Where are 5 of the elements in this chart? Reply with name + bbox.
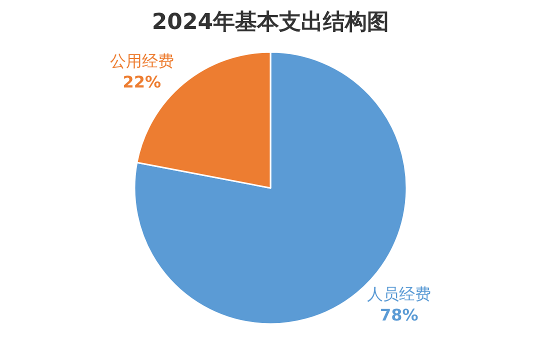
chart-title: 2024年基本支出结构图 [152, 10, 390, 36]
data-label: 78% [380, 306, 418, 325]
data-label: 22% [122, 72, 162, 92]
slice-label: 公用经费 [110, 51, 174, 70]
slice-label: 人员经费 [367, 284, 432, 304]
